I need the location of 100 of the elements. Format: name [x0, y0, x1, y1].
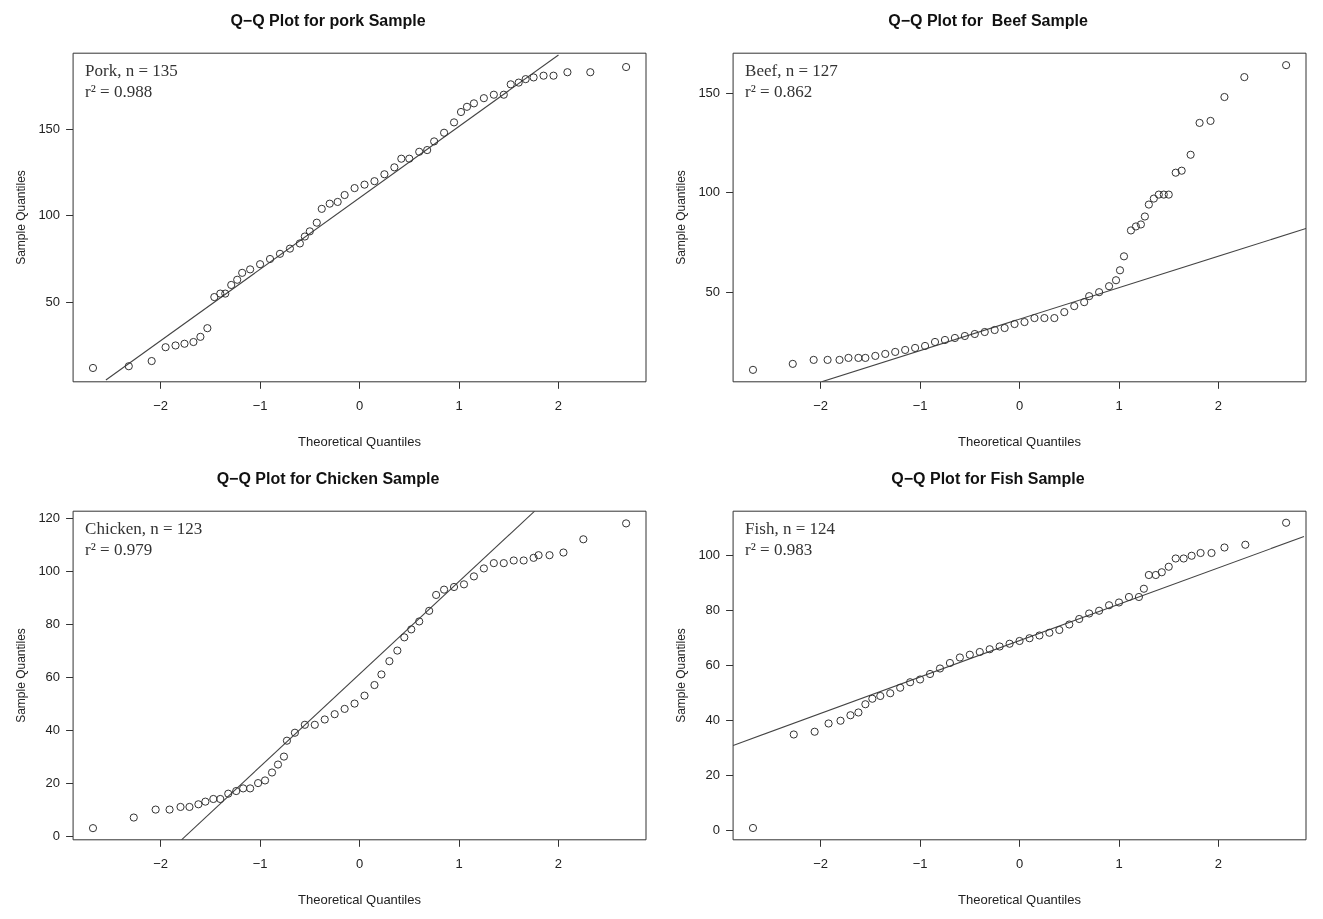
- point: [216, 289, 225, 298]
- point: [1282, 61, 1291, 70]
- chart-title: Q−Q Plot for Fish Sample: [891, 470, 1085, 488]
- y-tick-label: 20: [45, 774, 61, 790]
- point: [265, 254, 275, 264]
- point: [622, 62, 631, 72]
- point: [1207, 548, 1216, 558]
- y-tick-label: 0: [712, 822, 721, 838]
- point: [400, 633, 409, 642]
- point: [1010, 319, 1019, 329]
- point: [1144, 570, 1153, 580]
- point: [285, 244, 295, 253]
- point: [333, 197, 342, 207]
- point: [1000, 323, 1009, 333]
- point: [824, 719, 833, 728]
- point: [1085, 292, 1094, 301]
- point: [861, 700, 870, 709]
- x-axis-title: Theoretical Quantiles: [298, 433, 422, 449]
- point: [232, 786, 241, 796]
- x-tick-label: 0: [355, 856, 364, 872]
- point: [449, 582, 459, 592]
- x-tick-label: 1: [455, 398, 463, 414]
- point: [129, 813, 138, 822]
- annotation: Pork, n = 135: [85, 61, 178, 81]
- x-axis-title: Theoretical Quantiles: [958, 433, 1082, 449]
- point: [915, 675, 925, 684]
- point: [1080, 298, 1089, 307]
- point: [519, 556, 528, 565]
- point: [622, 519, 631, 528]
- point: [310, 720, 319, 729]
- point: [975, 647, 984, 657]
- point: [1149, 194, 1158, 203]
- point: [1111, 276, 1121, 285]
- point: [489, 559, 498, 568]
- point: [275, 249, 285, 258]
- point: [439, 585, 449, 594]
- point: [586, 68, 595, 77]
- point: [203, 324, 212, 333]
- point: [868, 694, 877, 703]
- point: [325, 199, 334, 208]
- point: [423, 145, 432, 155]
- point: [246, 265, 255, 274]
- point: [1206, 116, 1215, 126]
- point: [456, 107, 466, 117]
- point: [1045, 628, 1054, 637]
- y-axis-title: Sample Quantiles: [13, 628, 28, 723]
- y-tick-label: 0: [52, 827, 61, 843]
- x-tick-label: 1: [1115, 856, 1123, 872]
- point: [509, 556, 518, 565]
- point: [350, 699, 359, 708]
- point: [810, 727, 819, 736]
- y-tick-label: 100: [698, 547, 721, 563]
- y-axis-title: Sample Quantiles: [13, 170, 28, 265]
- point: [534, 551, 543, 560]
- point: [320, 715, 329, 724]
- annotation: Chicken, n = 123: [85, 519, 203, 539]
- point: [469, 99, 479, 108]
- point: [300, 232, 309, 241]
- x-tick-label: 0: [355, 398, 364, 414]
- point: [1241, 540, 1250, 549]
- point: [1220, 543, 1229, 552]
- point: [1171, 168, 1180, 177]
- y-tick-label: 20: [705, 767, 721, 783]
- point: [1015, 636, 1024, 646]
- point: [1115, 266, 1125, 275]
- point: [449, 118, 459, 127]
- point: [290, 728, 299, 737]
- point: [854, 708, 863, 717]
- y-tick-label: 60: [705, 657, 721, 673]
- point: [1140, 212, 1149, 221]
- point: [221, 289, 230, 298]
- point: [995, 642, 1004, 651]
- point: [539, 71, 548, 80]
- point: [930, 337, 940, 347]
- point: [1020, 317, 1029, 327]
- point: [1104, 282, 1114, 291]
- point: [1164, 190, 1173, 199]
- point: [990, 325, 999, 335]
- point: [282, 736, 292, 745]
- point: [1220, 92, 1229, 102]
- point: [216, 794, 225, 804]
- y-tick-label: 80: [705, 602, 721, 618]
- point: [469, 572, 479, 581]
- point: [1025, 634, 1034, 643]
- point: [1030, 313, 1039, 323]
- point: [579, 535, 588, 544]
- x-tick-label: 2: [554, 856, 563, 872]
- point: [171, 341, 180, 350]
- point: [960, 331, 969, 341]
- point: [1126, 226, 1136, 235]
- point: [836, 716, 845, 725]
- point: [846, 711, 855, 720]
- x-tick-label: 1: [1115, 398, 1123, 414]
- point: [1151, 570, 1160, 580]
- point: [980, 327, 989, 337]
- point: [1139, 584, 1148, 593]
- point: [1134, 592, 1143, 602]
- x-axis-title: Theoretical Quantiles: [298, 891, 422, 907]
- annotation: r² = 0.979: [85, 540, 153, 560]
- point: [124, 362, 133, 371]
